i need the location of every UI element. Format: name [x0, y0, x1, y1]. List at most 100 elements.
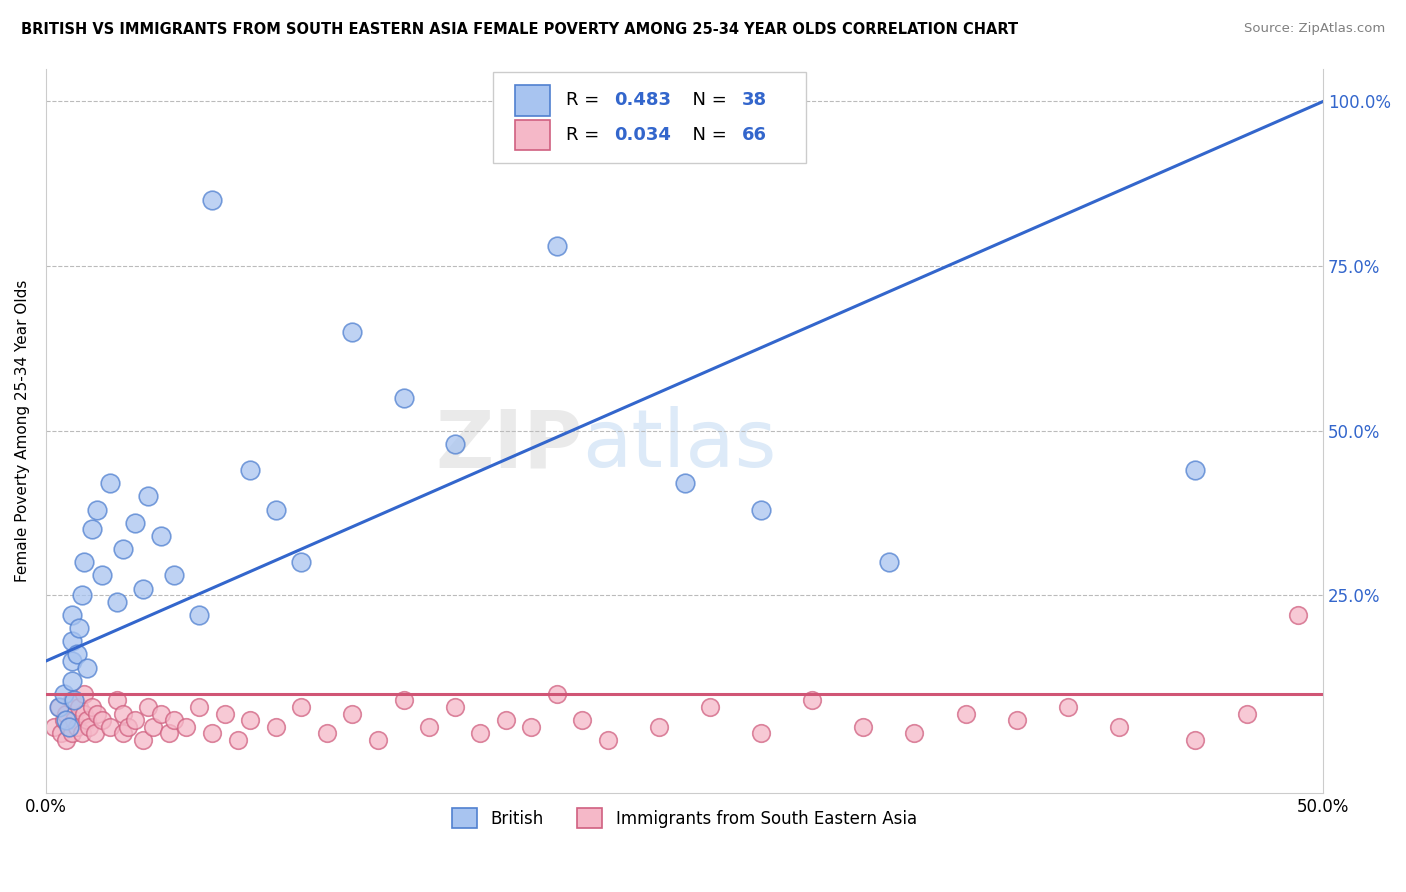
- Point: [1108, 720, 1130, 734]
- Text: 0.483: 0.483: [614, 91, 671, 110]
- Point: [264, 720, 287, 734]
- Text: R =: R =: [565, 126, 605, 145]
- Text: BRITISH VS IMMIGRANTS FROM SOUTH EASTERN ASIA FEMALE POVERTY AMONG 25-34 YEAR OL: BRITISH VS IMMIGRANTS FROM SOUTH EASTERN…: [21, 22, 1018, 37]
- Text: 0.034: 0.034: [614, 126, 671, 145]
- Point: [60, 654, 83, 668]
- Point: [73, 687, 96, 701]
- Point: [392, 693, 415, 707]
- Point: [470, 726, 492, 740]
- Point: [70, 726, 93, 740]
- Y-axis label: Female Poverty Among 25-34 Year Olds: Female Poverty Among 25-34 Year Olds: [15, 279, 30, 582]
- Point: [749, 726, 772, 740]
- Point: [520, 720, 543, 734]
- Point: [60, 634, 83, 648]
- Legend: British, Immigrants from South Eastern Asia: British, Immigrants from South Eastern A…: [446, 801, 924, 835]
- Point: [443, 700, 465, 714]
- Point: [98, 476, 121, 491]
- Point: [63, 713, 86, 727]
- Point: [107, 693, 129, 707]
- Point: [132, 582, 155, 596]
- Point: [136, 490, 159, 504]
- Point: [98, 720, 121, 734]
- Point: [52, 713, 75, 727]
- Point: [157, 726, 180, 740]
- Point: [290, 555, 312, 569]
- Point: [58, 720, 80, 734]
- Point: [91, 713, 114, 727]
- Point: [443, 436, 465, 450]
- Point: [65, 720, 87, 734]
- Point: [63, 693, 86, 707]
- Point: [60, 726, 83, 740]
- Point: [596, 733, 619, 747]
- Text: Source: ZipAtlas.com: Source: ZipAtlas.com: [1244, 22, 1385, 36]
- Point: [1005, 713, 1028, 727]
- Point: [76, 713, 98, 727]
- Point: [201, 193, 224, 207]
- Point: [495, 713, 517, 727]
- Point: [60, 673, 83, 688]
- Point: [48, 700, 70, 714]
- Text: R =: R =: [565, 91, 605, 110]
- Point: [67, 700, 90, 714]
- Point: [111, 542, 134, 557]
- Point: [48, 700, 70, 714]
- Point: [80, 522, 103, 536]
- Point: [73, 706, 96, 721]
- FancyBboxPatch shape: [515, 120, 551, 151]
- Point: [1286, 607, 1309, 622]
- Text: 66: 66: [742, 126, 768, 145]
- Text: ZIP: ZIP: [434, 406, 582, 484]
- Point: [107, 595, 129, 609]
- Point: [86, 706, 108, 721]
- Point: [546, 239, 568, 253]
- Point: [367, 733, 389, 747]
- Point: [60, 607, 83, 622]
- Point: [117, 720, 139, 734]
- Point: [342, 706, 364, 721]
- Point: [699, 700, 721, 714]
- Point: [163, 568, 186, 582]
- Point: [852, 720, 875, 734]
- Text: N =: N =: [681, 91, 733, 110]
- Point: [418, 720, 440, 734]
- Point: [1184, 733, 1206, 747]
- Point: [55, 706, 77, 721]
- Point: [226, 733, 249, 747]
- Point: [111, 706, 134, 721]
- Point: [149, 529, 172, 543]
- Point: [52, 687, 75, 701]
- Point: [86, 502, 108, 516]
- Point: [124, 516, 146, 530]
- Point: [1236, 706, 1258, 721]
- Text: atlas: atlas: [582, 406, 776, 484]
- Point: [188, 607, 211, 622]
- Point: [1184, 463, 1206, 477]
- Point: [264, 502, 287, 516]
- Point: [76, 660, 98, 674]
- Point: [877, 555, 900, 569]
- Point: [201, 726, 224, 740]
- Point: [73, 555, 96, 569]
- Point: [124, 713, 146, 727]
- Point: [55, 713, 77, 727]
- Point: [673, 476, 696, 491]
- FancyBboxPatch shape: [494, 72, 806, 162]
- Point: [60, 693, 83, 707]
- Point: [111, 726, 134, 740]
- Point: [290, 700, 312, 714]
- Point: [188, 700, 211, 714]
- Text: 38: 38: [742, 91, 768, 110]
- Point: [51, 726, 73, 740]
- Point: [1056, 700, 1078, 714]
- Point: [546, 687, 568, 701]
- Point: [214, 706, 236, 721]
- Point: [239, 713, 262, 727]
- Point: [648, 720, 671, 734]
- Text: N =: N =: [681, 126, 733, 145]
- Point: [149, 706, 172, 721]
- Point: [132, 733, 155, 747]
- Point: [749, 502, 772, 516]
- Point: [65, 648, 87, 662]
- FancyBboxPatch shape: [515, 85, 551, 116]
